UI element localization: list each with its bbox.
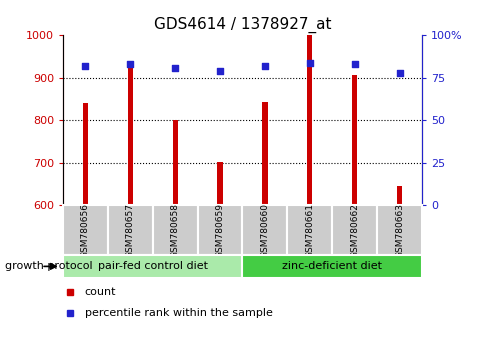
Bar bbox=[63, 255, 242, 278]
Point bbox=[305, 60, 313, 65]
Text: GSM780658: GSM780658 bbox=[170, 202, 180, 258]
Bar bbox=[127, 65, 133, 205]
Point bbox=[260, 63, 268, 69]
Text: GSM780659: GSM780659 bbox=[215, 202, 224, 258]
Point bbox=[126, 62, 134, 67]
Bar bbox=[287, 205, 332, 255]
Bar bbox=[242, 255, 421, 278]
Text: GSM780663: GSM780663 bbox=[394, 202, 403, 258]
Point bbox=[216, 68, 224, 74]
Text: GSM780660: GSM780660 bbox=[260, 202, 269, 258]
Text: GSM780657: GSM780657 bbox=[125, 202, 135, 258]
Bar bbox=[242, 205, 287, 255]
Bar bbox=[332, 205, 376, 255]
Bar bbox=[83, 103, 88, 205]
Point bbox=[81, 63, 89, 69]
Title: GDS4614 / 1378927_at: GDS4614 / 1378927_at bbox=[153, 16, 331, 33]
Text: GSM780662: GSM780662 bbox=[349, 202, 359, 258]
Text: pair-fed control diet: pair-fed control diet bbox=[98, 261, 207, 272]
Bar bbox=[197, 205, 242, 255]
Bar bbox=[306, 35, 312, 205]
Bar bbox=[107, 205, 152, 255]
Bar bbox=[376, 205, 421, 255]
Bar bbox=[396, 186, 401, 205]
Text: zinc-deficient diet: zinc-deficient diet bbox=[282, 261, 381, 272]
Point bbox=[171, 65, 179, 70]
Text: GSM780661: GSM780661 bbox=[304, 202, 314, 258]
Bar bbox=[172, 120, 178, 205]
Text: growth protocol: growth protocol bbox=[5, 261, 92, 272]
Text: count: count bbox=[84, 287, 116, 297]
Bar bbox=[63, 205, 107, 255]
Text: GSM780656: GSM780656 bbox=[81, 202, 90, 258]
Bar bbox=[262, 102, 267, 205]
Point bbox=[350, 62, 358, 67]
Bar bbox=[351, 75, 357, 205]
Text: percentile rank within the sample: percentile rank within the sample bbox=[84, 308, 272, 318]
Bar bbox=[152, 205, 197, 255]
Bar bbox=[217, 161, 222, 205]
Point bbox=[395, 70, 403, 76]
